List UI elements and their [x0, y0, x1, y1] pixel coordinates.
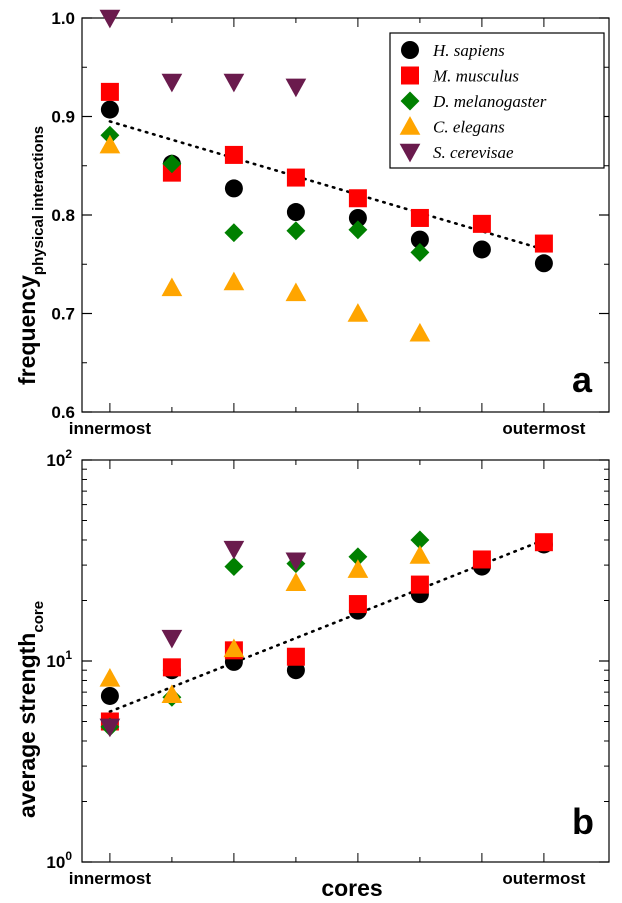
data-point [286, 203, 305, 222]
data-point [410, 530, 430, 550]
data-point [534, 254, 553, 273]
data-point [286, 221, 306, 241]
fit-line [108, 120, 546, 251]
panel-a-fit-line [108, 120, 546, 251]
y-tick-label: 0.8 [51, 206, 75, 225]
data-point [161, 684, 183, 703]
panel-b-y-axis: 100 101 102 [46, 447, 609, 872]
data-point [410, 575, 429, 594]
data-point [347, 303, 369, 322]
panel-b-frame [81, 459, 610, 863]
y-tick-label: 1.0 [51, 9, 75, 28]
legend: H. sapiens M. musculus D. melanogaster C. e… [389, 32, 605, 169]
data-point [100, 686, 119, 705]
legend-marker [399, 116, 421, 135]
data-point [162, 658, 181, 677]
series-c-elegans [99, 134, 431, 342]
data-point [285, 552, 307, 572]
data-point [348, 547, 368, 567]
fit-line [108, 538, 546, 713]
series-d-melanogaster [100, 125, 430, 262]
panel-b-label: b [572, 801, 594, 842]
series-d-melanogaster [100, 530, 430, 737]
data-point [224, 145, 243, 164]
data-point [99, 667, 121, 687]
panel-a-data-points [99, 9, 553, 342]
x-axis-title: cores [321, 875, 382, 901]
data-point [161, 277, 183, 297]
data-point [534, 533, 553, 552]
data-point [100, 82, 119, 101]
data-point [285, 572, 307, 592]
series-s-cerevisae [99, 9, 307, 98]
legend-marker [399, 143, 421, 163]
data-point [410, 242, 430, 262]
series-s-cerevisae [99, 540, 307, 738]
data-point [534, 234, 553, 253]
data-point [99, 9, 121, 29]
legend-box [389, 32, 605, 169]
data-point [348, 220, 368, 240]
x-tick-label: innermost [69, 419, 152, 438]
y-tick-label: 101 [46, 648, 72, 671]
data-point [99, 718, 121, 738]
data-point [409, 322, 431, 342]
legend-label: C. elegans [433, 118, 505, 137]
legend-label: H. sapiens [432, 41, 505, 60]
data-point [286, 647, 305, 666]
y-tick-label: 100 [46, 849, 72, 872]
series-c-elegans [99, 545, 431, 703]
data-point [224, 179, 243, 198]
panel-b: 100 101 102 innermost outermost average str… [14, 447, 610, 901]
legend-label: D. melanogaster [432, 92, 547, 111]
data-point [223, 73, 245, 93]
data-point [348, 189, 367, 208]
data-point [409, 545, 431, 564]
data-point [99, 134, 121, 154]
data-point [348, 595, 367, 614]
data-point [285, 78, 307, 98]
legend-marker [401, 41, 419, 59]
panel-a-x-axis: innermost outermost [69, 18, 586, 438]
panel-b-y-axis-title: average strengthcore [14, 601, 47, 818]
data-point [162, 154, 182, 174]
panel-b-data-points [99, 530, 553, 738]
data-point [347, 559, 369, 578]
y-tick-label: 0.7 [51, 305, 75, 324]
data-point [410, 208, 429, 227]
y-tick-label: 0.9 [51, 108, 75, 127]
x-tick-label: outermost [502, 419, 585, 438]
data-point [286, 168, 305, 187]
data-point [472, 214, 491, 233]
x-tick-label: outermost [502, 869, 585, 888]
legend-label: S. cerevisae [433, 143, 514, 162]
panel-a: 0.6 0.7 0.8 0.9 1.0 innermost outermost frequ… [14, 9, 610, 438]
data-point [472, 240, 491, 259]
data-point [100, 100, 119, 119]
data-point [161, 73, 183, 93]
data-point [285, 282, 307, 302]
data-point [348, 208, 367, 227]
y-tick-label: 102 [46, 447, 72, 470]
panel-a-y-axis-title: frequencyphysical interactions [14, 126, 47, 385]
data-point [223, 271, 245, 291]
data-point [224, 223, 244, 243]
panel-b-fit-line [108, 538, 546, 713]
data-point [223, 540, 245, 560]
data-point [161, 629, 183, 649]
panel-a-label: a [572, 359, 593, 400]
data-point [223, 638, 245, 658]
data-point [224, 557, 244, 577]
data-point [410, 230, 429, 249]
legend-marker [400, 91, 420, 111]
panel-b-x-axis: innermost outermost [69, 460, 586, 888]
x-tick-label: innermost [69, 869, 152, 888]
legend-marker [401, 66, 419, 85]
legend-label: M. musculus [432, 67, 519, 86]
data-point [472, 550, 491, 569]
y-tick-label: 0.6 [51, 403, 75, 422]
